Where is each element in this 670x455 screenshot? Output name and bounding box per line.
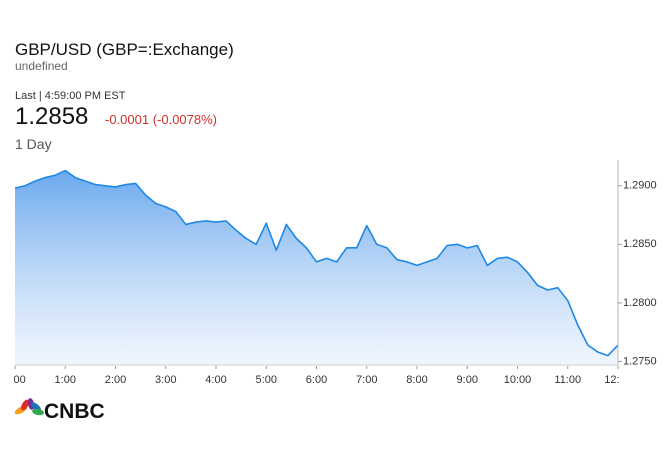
x-tick-label: 6:00 <box>306 374 327 386</box>
x-tick-label: 4:00 <box>205 374 226 386</box>
price: 1.2858 <box>15 103 88 130</box>
x-tick-label: 8:00 <box>406 374 427 386</box>
plot: 1.2750 1.2800 1.2850 1.2900 <box>14 160 657 367</box>
x-tick-label: 11:00 <box>554 374 581 386</box>
y-tick-label: 1.2900 <box>623 180 657 192</box>
brand: CNBC <box>44 400 105 423</box>
area-fill <box>15 170 618 365</box>
y-tick-label: 1.2750 <box>623 355 657 367</box>
x-tick-label: 9:00 <box>457 374 478 386</box>
x-tick-label: 12:00 <box>604 374 632 386</box>
last-label: Last | 4:59:00 PM EST <box>15 90 126 102</box>
x-tick-label: 2:00 <box>105 374 126 386</box>
title: GBP/USD (GBP=:Exchange) <box>15 40 234 59</box>
y-tick-label: 1.2800 <box>623 297 657 309</box>
x-tick-label: 0:00 <box>4 374 25 386</box>
x-tick-label: 7:00 <box>356 374 377 386</box>
x-tick-label: 10:00 <box>504 374 532 386</box>
range: 1 Day <box>15 136 52 152</box>
y-tick-label: 1.2850 <box>623 238 657 250</box>
change: -0.0001 (-0.0078%) <box>105 112 217 127</box>
logo: CNBC <box>14 398 105 423</box>
x-tick-label: 3:00 <box>155 374 176 386</box>
x-tick-label: 1:00 <box>55 374 76 386</box>
x-tick-label: 5:00 <box>256 374 277 386</box>
price-line <box>14 169 619 357</box>
x-axis: 0:00 1:00 2:00 3:00 4:00 5:00 6:00 7:00 8:00 9:00… <box>4 366 632 386</box>
subtitle: undefined <box>15 59 68 73</box>
